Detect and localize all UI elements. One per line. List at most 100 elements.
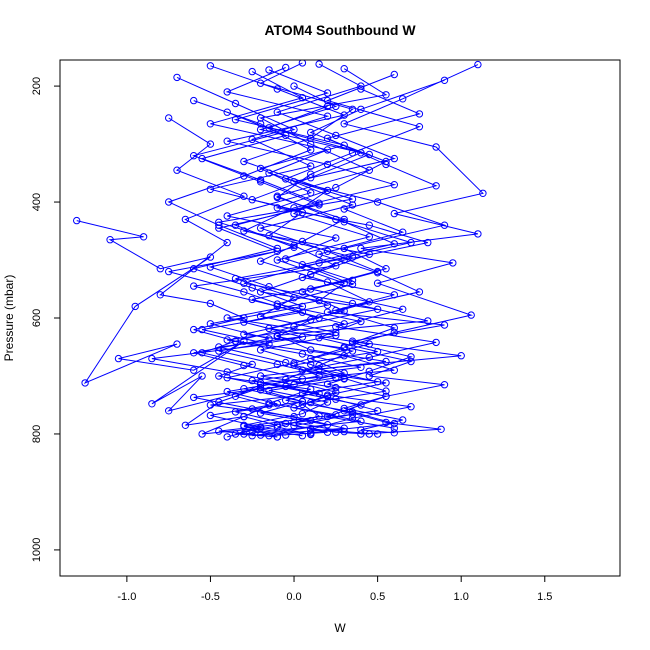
data-point: [248, 360, 256, 369]
chart-title: ATOM4 Southbound W: [264, 22, 416, 38]
data-point: [248, 196, 256, 204]
data-point: [365, 221, 373, 229]
data-point: [223, 387, 231, 396]
x-tick-label: 1.5: [537, 591, 552, 603]
data-point: [323, 134, 332, 143]
data-point: [240, 314, 248, 322]
y-axis: 200 400 600 800 1000: [31, 77, 61, 562]
data-point: [348, 410, 357, 418]
data-point: [240, 288, 248, 296]
data-point: [365, 233, 373, 241]
data-point: [315, 199, 323, 207]
data-point: [198, 430, 206, 438]
x-tick-label: -1.0: [117, 591, 136, 603]
data-point: [357, 363, 365, 371]
data-point: [231, 116, 240, 124]
y-tick-label: 1000: [31, 538, 43, 562]
data-point: [373, 305, 382, 313]
data-point: [206, 185, 215, 194]
data-point: [424, 317, 432, 325]
data-point: [231, 221, 240, 229]
x-axis-label: W: [334, 621, 346, 635]
data-point: [148, 354, 156, 363]
data-point: [298, 410, 307, 418]
data-point: [307, 189, 315, 197]
data-point: [273, 108, 281, 116]
data-point: [390, 324, 398, 332]
data-point: [298, 350, 307, 358]
data-point: [256, 386, 265, 394]
data-point: [273, 360, 281, 369]
data-point: [215, 221, 223, 229]
data-point: [415, 123, 424, 131]
data-point: [223, 108, 231, 116]
series-line-5: [151, 76, 321, 438]
data-point: [348, 414, 357, 422]
data-point: [390, 328, 398, 337]
data-point: [382, 387, 390, 395]
data-point: [231, 99, 240, 108]
x-tick-label: -0.5: [201, 591, 220, 603]
data-point: [256, 381, 265, 389]
data-point: [340, 120, 348, 128]
series-line-10: [275, 79, 462, 429]
data-point: [223, 238, 231, 247]
x-tick-label: 0.0: [286, 591, 301, 603]
data-point: [190, 366, 198, 374]
data-point: [165, 407, 173, 415]
data-point: [390, 70, 398, 79]
data-point: [479, 189, 487, 198]
data-point: [298, 375, 307, 383]
data-point: [315, 361, 323, 370]
data-point: [373, 269, 382, 277]
data-point: [173, 340, 181, 348]
data-point: [231, 337, 240, 345]
data-point: [340, 218, 348, 226]
data-point: [206, 120, 215, 128]
data-point: [273, 400, 281, 408]
y-tick-label: 800: [31, 425, 43, 443]
data-point: [256, 224, 265, 232]
data-point: [474, 230, 482, 238]
data-point: [282, 63, 290, 72]
series-line-4: [284, 74, 447, 435]
data-point: [198, 372, 206, 380]
data-point: [265, 432, 273, 440]
data-point: [407, 403, 415, 411]
data-point: [323, 308, 332, 316]
data-point: [215, 347, 223, 355]
data-point: [190, 325, 198, 334]
data-point: [248, 135, 256, 144]
data-point: [307, 170, 315, 178]
data-point: [390, 209, 398, 218]
data-point: [190, 96, 198, 105]
data-point: [73, 216, 81, 225]
data-point: [373, 198, 382, 206]
data-point: [265, 335, 273, 343]
data-point: [206, 253, 215, 261]
data-point: [256, 346, 265, 354]
data-point: [215, 372, 223, 380]
data-point: [357, 417, 365, 425]
data-point: [190, 265, 198, 273]
data-point: [298, 288, 307, 296]
data-point: [240, 330, 248, 338]
data-point: [323, 112, 332, 120]
data-point: [323, 428, 332, 436]
data-point: [382, 392, 390, 400]
data-point: [340, 215, 348, 224]
data-point: [256, 125, 265, 134]
data-point: [373, 378, 382, 386]
data-point: [81, 379, 89, 387]
data-point: [248, 284, 256, 292]
data-point: [231, 430, 240, 438]
series-line-11: [227, 69, 353, 437]
data-point: [206, 263, 215, 271]
data-point: [332, 262, 340, 270]
data-point: [373, 347, 382, 356]
data-point: [307, 162, 315, 170]
data-point: [131, 302, 139, 311]
data-point: [298, 237, 307, 246]
data-point: [273, 193, 281, 202]
series-line-7: [210, 67, 353, 437]
